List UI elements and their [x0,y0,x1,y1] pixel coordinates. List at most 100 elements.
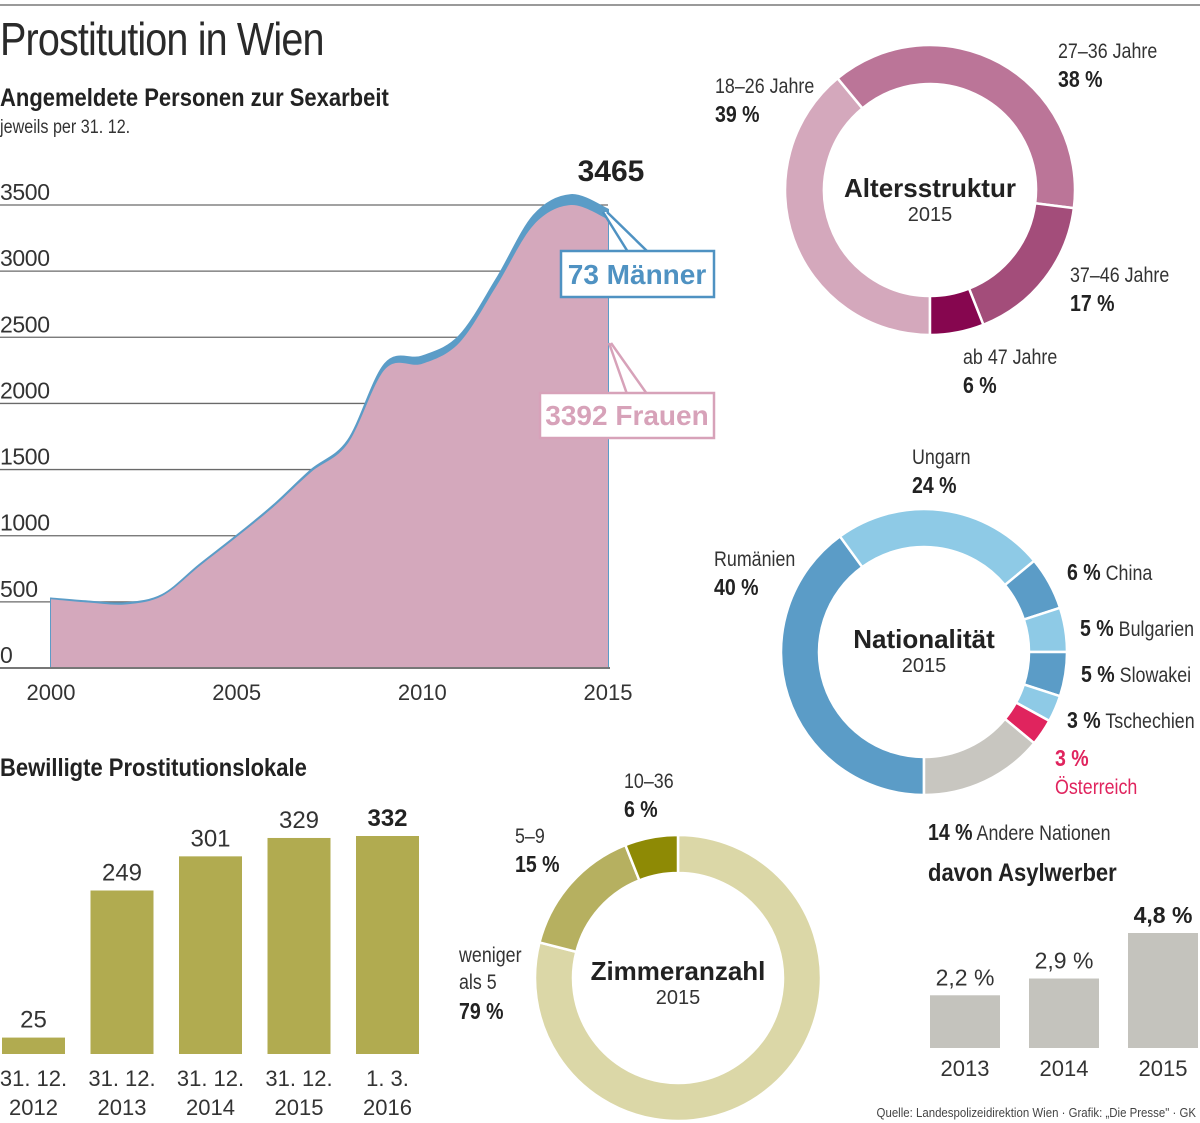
area-chart-subtitle: jeweils per 31. 12. [0,117,131,138]
nation-label-oesterreich-pct: 3 % [1055,745,1089,771]
y-tick-label: 2000 [0,377,50,403]
bar-category-label: 1. 3. [366,1066,409,1091]
bar [1029,978,1099,1048]
zimmer-label-5-9-text: 5–9 [515,825,545,848]
nation-label-ungarn-pct: 24 % [912,472,957,499]
bar-category-label: 2014 [1040,1056,1089,1081]
x-tick-label: 2010 [398,680,447,705]
zimmer-label-10-36-text: 10–36 [624,770,674,793]
bar-category-label: 31. 12. [0,1066,67,1091]
alter-label-27-36-text: 27–36 Jahre [1058,40,1158,63]
bar-chart-lokale: 25 31. 12. 2012 249 31. 12. 2013 301 31. 12. 201… [0,805,419,1120]
nation-label-rumaenien: Rumänien 40 % [714,546,795,603]
x-tick-label: 2000 [27,680,76,705]
bar-category-label: 31. 12. [265,1066,332,1091]
bar-category-label: 2013 [941,1056,990,1081]
zimmer-label-5-9-pct: 15 % [515,851,560,878]
y-tick-label: 2500 [0,311,50,337]
donut-slice-27-36-jahre [835,43,1077,210]
alter-label-27-36-pct: 38 % [1058,66,1103,93]
zimmer-label-weniger-5-line2: als 5 [459,971,497,995]
bar-value-label: 249 [102,860,142,887]
nation-label-oesterreich-text: Österreich [1055,775,1138,799]
alter-label-37-46-text: 37–46 Jahre [1070,264,1170,287]
nation-label-andere-pct: 14 % [928,819,973,845]
x-tick-label: 2015 [584,680,633,705]
alter-label-27-36: 27–36 Jahre 38 % [1058,38,1157,95]
donut-zimmeranzahl [533,833,823,1123]
bar [90,890,154,1054]
alter-center: Altersstruktur 2015 [830,173,1030,227]
men-callout-pointer [601,211,652,254]
bar-category-label: 2013 [98,1095,147,1120]
nation-label-bulgarien-pct: 5 % [1080,615,1114,641]
women-callout: 3392 Frauen [538,342,716,440]
alter-label-47: ab 47 Jahre 6 % [963,344,1057,401]
alter-title: Altersstruktur [844,173,1016,203]
nation-label-china-text: China [1105,562,1153,585]
donut-altersstruktur [783,43,1077,337]
nation-label-andere-text: Andere Nationen [976,822,1111,845]
donut-slice-18-26-jahre [783,76,932,337]
women-callout-box [538,391,716,440]
bar [356,836,419,1054]
nation-label-rumaenien-pct: 40 % [714,574,759,601]
nation-label-china: 6 % China [1067,558,1152,588]
bar [2,1037,65,1054]
y-tick-label: 0 [0,642,13,668]
lokale-title: Bewilligte Prostitutionslokale [0,754,307,782]
bar-category-label: 2016 [363,1095,412,1120]
bar-value-label: 301 [190,825,230,852]
donut-slice-andere-nationen [922,717,1036,797]
x-tick-label: 2005 [212,680,261,705]
bar-category-label: 31. 12. [177,1066,244,1091]
donut-slice-ungarn [838,507,1036,587]
nation-center: Nationalität 2015 [824,624,1024,678]
page-title: Prostitution in Wien [0,13,324,65]
y-tick-label: 1000 [0,510,50,536]
bar-category-label: 31. 12. [88,1066,155,1091]
donut-nationalitaet [779,507,1069,797]
y-tick-label: 1500 [0,444,50,470]
donut-slice-weniger-als-5 [533,833,823,1123]
y-tick-label: 3500 [0,179,50,205]
area-chart-x-ticks: 2000 2005 2010 2015 [27,680,633,705]
nation-label-slowakei-pct: 5 % [1081,661,1115,687]
bar-category-label: 2015 [275,1095,324,1120]
donut-slice-ab-47-jahre [928,286,986,337]
nation-label-ungarn-text: Ungarn [912,446,971,469]
nation-year: 2015 [901,655,947,677]
bar-category-label: 2015 [1139,1056,1188,1081]
bar [1128,933,1198,1048]
bar [179,856,242,1054]
bar [930,995,1000,1048]
bar-value-label: 329 [279,807,319,834]
area-series-frauen [51,204,608,669]
alter-label-37-46-pct: 17 % [1070,290,1115,317]
alter-label-37-46: 37–46 Jahre 17 % [1070,262,1169,319]
area-total-label: 3465 [578,155,645,188]
nation-label-slowakei: 5 % Slowakei [1081,660,1191,690]
women-callout-pointer [607,342,650,396]
donut-slice-rumänien [779,534,926,797]
zimmer-label-10-36: 10–36 6 % [624,768,674,825]
area-chart-title: Angemeldete Personen zur Sexarbeit [0,84,389,112]
y-tick-label: 500 [0,576,38,602]
zimmer-label-weniger-5-line1: weniger [459,944,522,967]
donut-slice-10-36 [623,833,680,882]
men-callout-label: 73 Männer [568,259,707,290]
alter-label-47-pct: 6 % [963,372,997,399]
bar-chart-asylwerber: 2,2 % 2013 2,9 % 2014 4,8 % 2015 [930,902,1198,1081]
nation-label-bulgarien: 5 % Bulgarien [1080,614,1194,644]
y-tick-label: 3000 [0,245,50,271]
nation-label-bulgarien-text: Bulgarien [1118,618,1195,641]
nation-label-andere: 14 % Andere Nationen [928,818,1111,848]
zimmer-label-weniger-5-pct: 79 % [459,997,504,1024]
zimmer-label-weniger-5: weniger als 5 79 % [459,942,522,1026]
alter-label-18-26-text: 18–26 Jahre [715,75,815,98]
nation-label-tschechien-pct: 3 % [1067,707,1101,733]
source-note: Quelle: Landespolizeidirektion Wien · Gr… [876,1105,1196,1120]
bar-value-label: 4,8 % [1134,902,1193,928]
nation-label-oesterreich: 3 % Österreich [1055,744,1137,801]
